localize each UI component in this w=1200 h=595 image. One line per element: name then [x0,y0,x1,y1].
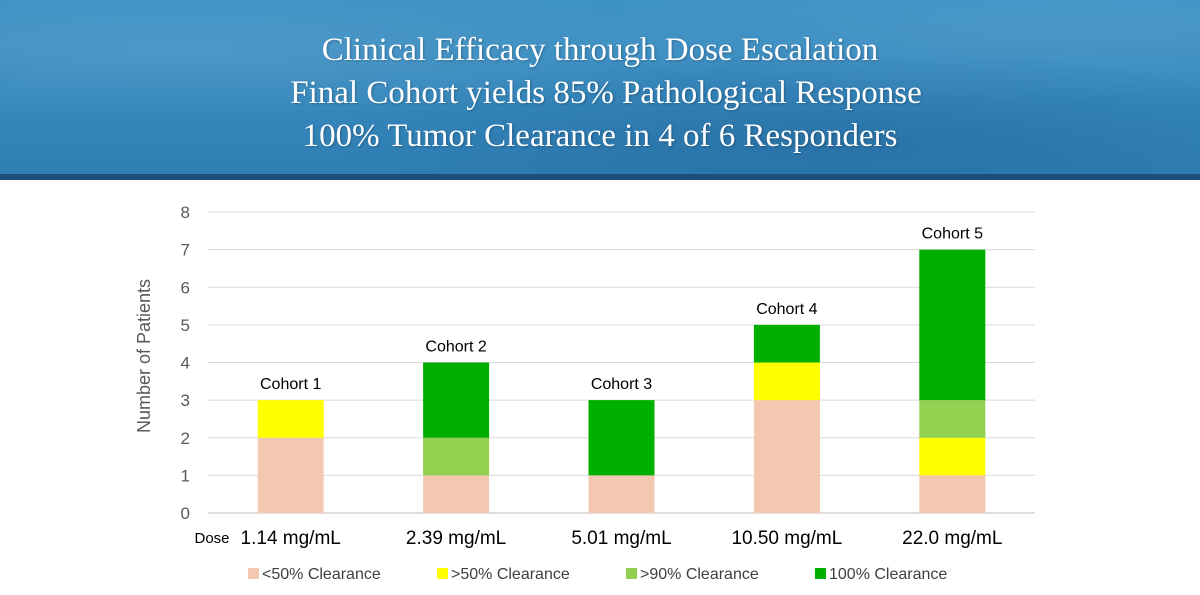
cohort-label: Cohort 4 [756,301,817,318]
y-tick-label: 0 [181,504,190,523]
chart-subtitle-2: 100% Tumor Clearance in 4 of 6 Responder… [302,118,898,154]
legend-swatch [815,568,826,579]
bar-segment [257,400,324,438]
x-tick-label: 1.14 mg/mL [241,528,341,549]
legend: <50% Clearance >50% Clearance >90% Clearan… [248,566,947,583]
x-tick-label: 22.0 mg/mL [902,528,1002,549]
x-tick-label: 10.50 mg/mL [731,528,842,549]
bar-segment [257,437,324,513]
cohort-label: Cohort 3 [591,376,652,393]
bar-segment [423,362,490,438]
y-tick-label: 7 [181,241,190,260]
y-tick-label: 1 [181,466,190,485]
y-axis-label: Number of Patients [134,279,154,433]
x-axis-ticks: 1.14 mg/mL 2.39 mg/mL 5.01 mg/mL 10.50 mg/m… [241,528,1003,549]
cohort-labels: Cohort 1 Cohort 2 Cohort 3 Cohort 4 Cohort 5 [260,226,983,394]
title-banner: Clinical Efficacy through Dose Escalatio… [0,0,1200,180]
y-tick-label: 8 [181,203,190,222]
cohort-label: Cohort 5 [922,226,983,243]
legend-swatch [626,568,637,579]
y-tick-label: 4 [181,354,190,373]
bar-segment [423,437,490,476]
chart-title: Clinical Efficacy through Dose Escalatio… [321,32,879,68]
legend-label: <50% Clearance [262,566,381,583]
bar-segment [919,437,986,476]
bar-segment [919,475,986,513]
bar-segment [588,400,655,476]
y-tick-label: 6 [181,278,190,297]
y-tick-label: 5 [181,316,190,335]
x-axis-label: Dose [194,530,229,547]
cohort-label: Cohort 1 [260,376,321,393]
legend-label: >50% Clearance [451,566,570,583]
legend-swatch [248,568,259,579]
bar-segment [919,249,986,401]
bar-segment [753,362,820,401]
legend-label: >90% Clearance [640,566,759,583]
cohort-label: Cohort 2 [425,339,486,356]
legend-swatch [437,568,448,579]
legend-label: 100% Clearance [829,566,947,583]
x-tick-label: 2.39 mg/mL [406,528,506,549]
bar-segment [753,400,820,513]
x-tick-label: 5.01 mg/mL [571,528,671,549]
bars [257,249,986,513]
y-tick-label: 2 [181,429,190,448]
bar-segment [919,400,986,438]
bar-segment [423,475,490,513]
y-tick-label: 3 [181,391,190,410]
y-axis-ticks: 0 1 2 3 4 5 6 7 8 [181,203,190,523]
chart-subtitle-1: Final Cohort yields 85% Pathological Res… [290,75,922,111]
bar-segment [588,475,655,513]
bar-segment [753,324,820,363]
